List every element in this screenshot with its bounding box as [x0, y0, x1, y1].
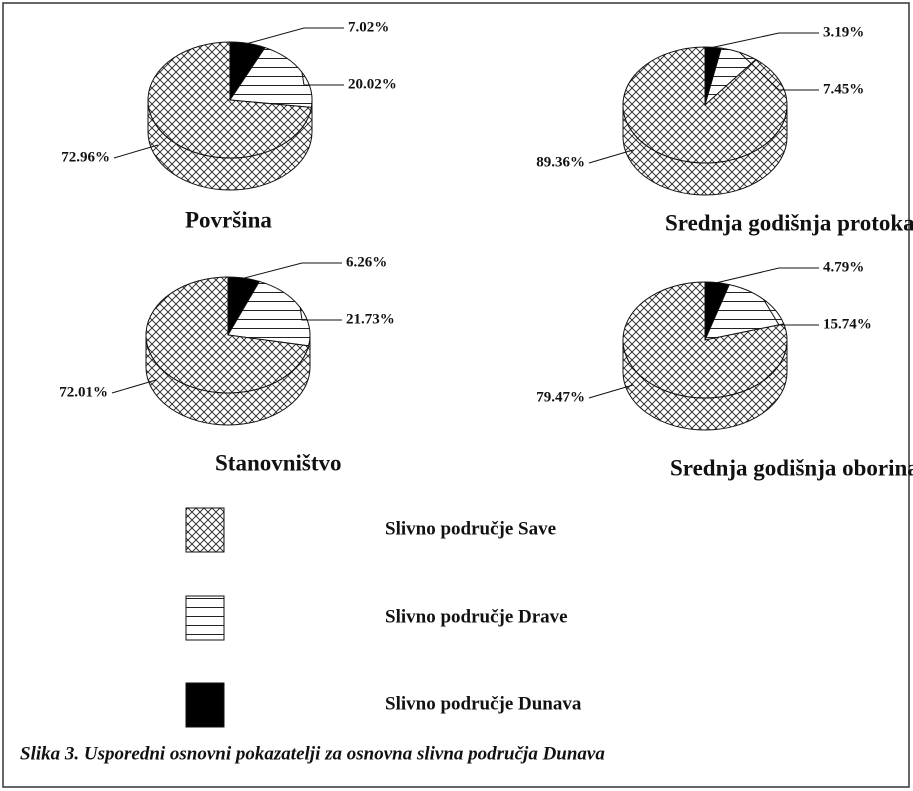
- pie-slice: [147, 41, 312, 159]
- pie-slice: [622, 281, 788, 399]
- leader-line: [113, 144, 159, 159]
- leader-line: [588, 149, 634, 164]
- leader-line: [763, 299, 819, 326]
- legend-swatch: [185, 507, 225, 553]
- value-label: 72.01%: [59, 384, 108, 400]
- value-label: 20.02%: [348, 76, 397, 92]
- value-label: 79.47%: [536, 389, 585, 405]
- legend-swatch: [185, 682, 225, 728]
- leader-line: [717, 267, 819, 284]
- legend-label: Slivno područje Save: [385, 518, 556, 539]
- pie-slice: [145, 276, 310, 394]
- pie-slice: [622, 46, 788, 164]
- pie-title: Stanovništvo: [215, 450, 342, 475]
- value-label: 7.45%: [823, 81, 864, 97]
- legend-swatch: [185, 595, 225, 641]
- value-label: 3.19%: [823, 24, 864, 40]
- value-label: 72.96%: [61, 149, 110, 165]
- pie-title: Površina: [185, 207, 272, 232]
- value-label: 21.73%: [346, 311, 395, 327]
- value-label: 6.26%: [346, 254, 387, 270]
- value-label: 4.79%: [823, 259, 864, 275]
- leader-line: [247, 27, 344, 44]
- legend-label: Slivno područje Dunava: [385, 693, 582, 714]
- leader-line: [299, 307, 342, 321]
- value-label: 89.36%: [536, 154, 585, 170]
- pie-title: Srednja godišnja oborina: [670, 455, 913, 480]
- legend-label: Slivno područje Drave: [385, 606, 568, 627]
- caption: Slika 3. Usporedni osnovni pokazatelji z…: [20, 743, 605, 764]
- leader-line: [111, 379, 157, 394]
- value-label: 7.02%: [348, 19, 389, 35]
- leader-line: [739, 52, 819, 91]
- leader-line: [243, 262, 342, 279]
- leader-line: [588, 384, 634, 399]
- leader-line: [301, 72, 344, 86]
- leader-line: [713, 32, 819, 48]
- value-label: 15.74%: [823, 316, 872, 332]
- pie-title: Srednja godišnja protoka: [665, 210, 913, 235]
